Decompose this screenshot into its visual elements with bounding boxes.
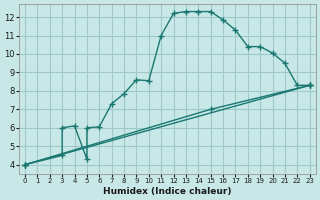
X-axis label: Humidex (Indice chaleur): Humidex (Indice chaleur) (103, 187, 232, 196)
